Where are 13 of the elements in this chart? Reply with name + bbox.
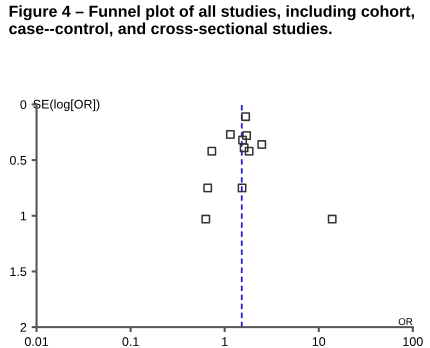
x-tick-label: 10 bbox=[312, 337, 326, 346]
y-tick-label: 0 bbox=[20, 100, 26, 110]
x-tick-label: 1 bbox=[222, 337, 228, 346]
x-tick-label: 0.01 bbox=[24, 337, 48, 346]
y-tick-label: 1.5 bbox=[10, 267, 26, 276]
y-tick-label: 0.5 bbox=[10, 156, 26, 165]
y-tick-label: 2 bbox=[20, 322, 26, 332]
x-tick-label: 0.1 bbox=[122, 337, 139, 346]
chart-title: Figure 4 – Funnel plot of all studies, including cohort, case--control, and cross-sectional studies. bbox=[9, 5, 414, 37]
x-axis-title: OR bbox=[398, 318, 412, 326]
y-axis-title: SE(log[OR]) bbox=[33, 99, 100, 112]
y-tick-label: 1 bbox=[20, 212, 26, 220]
x-tick-label: 100 bbox=[403, 337, 423, 346]
